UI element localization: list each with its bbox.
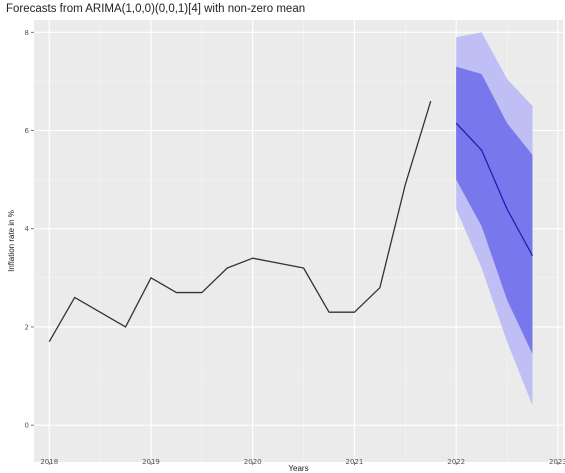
x-tick-label: 2022: [447, 458, 465, 466]
x-tick-label: 2018: [40, 458, 58, 466]
y-tick-label: 4: [25, 225, 30, 233]
major-grid: [34, 20, 563, 462]
x-tick-label: 2023: [549, 458, 565, 466]
x-tick-label: 2020: [244, 458, 262, 466]
y-tick-label: 6: [25, 127, 30, 135]
chart-title: Forecasts from ARIMA(1,0,0)(0,0,1)[4] wi…: [6, 3, 306, 15]
series-lines: [48, 100, 534, 343]
y-tick-label: 0: [25, 422, 29, 430]
x-tick-label: 2021: [346, 458, 364, 466]
y-axis-ticks: 0 2 4 6 8: [25, 29, 34, 430]
prediction-intervals: [456, 32, 533, 406]
x-axis-ticks: 2018 2019 2020 2021 2022 2023: [40, 458, 565, 466]
observed-line: [48, 100, 432, 343]
point-forecast-line: [455, 122, 534, 257]
y-tick-label: 8: [25, 29, 29, 37]
x-axis-label: Years: [288, 464, 308, 473]
y-axis-label: Inflation rate in %: [7, 210, 16, 272]
x-tick-label: 2019: [142, 458, 160, 466]
y-tick-label: 2: [25, 323, 29, 331]
prediction-band-80: [456, 66, 533, 354]
